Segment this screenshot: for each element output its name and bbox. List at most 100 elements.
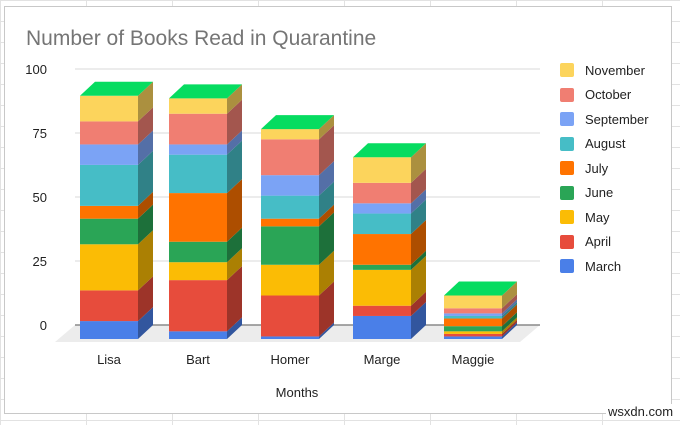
- legend-label: September: [585, 111, 649, 127]
- bar-segment-november[interactable]: [169, 98, 227, 114]
- bar-segment-march[interactable]: [444, 336, 502, 339]
- legend-swatch: [560, 136, 574, 151]
- bar-segment-october[interactable]: [261, 139, 319, 176]
- x-tick-label: Marge: [364, 352, 401, 367]
- bar-segment-may[interactable]: [169, 262, 227, 281]
- bar-homer[interactable]: [261, 115, 334, 339]
- bar-segment-july[interactable]: [444, 318, 502, 327]
- bar-segment-april[interactable]: [353, 305, 411, 316]
- bar-segment-june[interactable]: [80, 218, 138, 245]
- bar-segment-march[interactable]: [261, 336, 319, 339]
- bar-segment-march[interactable]: [353, 315, 411, 339]
- y-tick-label: 100: [25, 62, 47, 77]
- bar-segment-side: [138, 81, 153, 122]
- bar-segment-april[interactable]: [261, 295, 319, 337]
- bar-segment-june[interactable]: [353, 264, 411, 270]
- x-tick-label: Homer: [270, 352, 310, 367]
- x-tick-label: Maggie: [452, 352, 495, 367]
- bar-segment-side: [227, 130, 242, 155]
- bar-segment-july[interactable]: [169, 193, 227, 242]
- bar-segment-march[interactable]: [80, 321, 138, 339]
- bar-segment-november[interactable]: [444, 295, 502, 309]
- bar-segment-august[interactable]: [169, 154, 227, 194]
- legend-item-june[interactable]: June: [560, 181, 649, 206]
- legend-item-july[interactable]: July: [560, 156, 649, 181]
- bar-segment-march[interactable]: [169, 331, 227, 339]
- bar-segment-september[interactable]: [353, 203, 411, 214]
- bar-marge[interactable]: [353, 143, 426, 339]
- bar-segment-side: [227, 99, 242, 145]
- legend-item-october[interactable]: October: [560, 83, 649, 108]
- bar-segment-september[interactable]: [80, 144, 138, 165]
- bar-segment-side: [138, 150, 153, 206]
- legend-item-september[interactable]: September: [560, 107, 649, 132]
- bar-segment-side: [138, 230, 153, 291]
- legend-label: July: [585, 160, 609, 176]
- y-tick-label: 75: [33, 126, 47, 141]
- bar-segment-july[interactable]: [261, 218, 319, 227]
- legend-label: April: [585, 234, 612, 250]
- legend-item-august[interactable]: August: [560, 132, 649, 157]
- bar-segment-side: [502, 322, 517, 339]
- bar-top-face: [169, 84, 242, 99]
- bar-bart[interactable]: [169, 84, 242, 339]
- legend-label: May: [585, 209, 610, 225]
- bar-segment-april[interactable]: [80, 290, 138, 322]
- bar-segment-side: [319, 281, 334, 337]
- bar-segment-may[interactable]: [444, 331, 502, 334]
- bar-segment-may[interactable]: [80, 244, 138, 291]
- bar-top-face: [80, 81, 153, 96]
- bar-segment-september[interactable]: [444, 313, 502, 316]
- bar-segment-october[interactable]: [444, 308, 502, 314]
- bar-segment-august[interactable]: [444, 315, 502, 319]
- bar-segment-may[interactable]: [353, 269, 411, 306]
- bar-segment-september[interactable]: [169, 144, 227, 155]
- bar-segment-june[interactable]: [444, 326, 502, 332]
- bar-segment-side: [138, 276, 153, 322]
- legend-item-november[interactable]: November: [560, 58, 649, 83]
- bar-segment-side: [411, 255, 426, 306]
- legend-label: June: [585, 185, 614, 201]
- bar-segment-april[interactable]: [169, 280, 227, 332]
- bar-segment-side: [502, 301, 517, 319]
- x-tick-label: Bart: [186, 352, 210, 367]
- bar-segment-october[interactable]: [169, 113, 227, 145]
- bar-segment-april[interactable]: [444, 333, 502, 337]
- bar-segment-november[interactable]: [261, 129, 319, 140]
- bar-segment-side: [502, 312, 517, 332]
- bar-segment-july[interactable]: [353, 234, 411, 265]
- bar-segment-august[interactable]: [261, 195, 319, 219]
- y-tick-label: 50: [33, 190, 47, 205]
- y-tick-label: 25: [33, 254, 47, 269]
- bar-segment-side: [319, 161, 334, 196]
- legend-item-march[interactable]: March: [560, 254, 649, 279]
- bar-segment-june[interactable]: [169, 241, 227, 263]
- legend-swatch: [560, 259, 574, 274]
- bar-segment-side: [502, 299, 517, 316]
- bar-segment-june[interactable]: [261, 226, 319, 265]
- bar-segment-november[interactable]: [353, 157, 411, 183]
- bar-segment-side: [227, 317, 242, 339]
- bar-maggie[interactable]: [444, 281, 517, 339]
- bar-segment-november[interactable]: [80, 95, 138, 122]
- bar-segment-may[interactable]: [261, 264, 319, 296]
- bar-segment-august[interactable]: [353, 213, 411, 235]
- bar-segment-october[interactable]: [80, 121, 138, 145]
- bar-segment-september[interactable]: [261, 175, 319, 196]
- legend-label: November: [585, 62, 645, 78]
- legend: November October September August July June Ma…: [560, 58, 649, 279]
- bar-segment-october[interactable]: [353, 182, 411, 204]
- bar-top-face: [353, 143, 426, 158]
- bar-segment-august[interactable]: [80, 164, 138, 206]
- watermark: wsxdn.com: [606, 404, 676, 419]
- bar-segment-side: [411, 199, 426, 235]
- bar-segment-side: [319, 115, 334, 140]
- x-axis-title: Months: [276, 385, 319, 400]
- bar-lisa[interactable]: [80, 81, 153, 339]
- bar-segment-july[interactable]: [80, 205, 138, 219]
- legend-item-may[interactable]: May: [560, 205, 649, 230]
- legend-item-april[interactable]: April: [560, 230, 649, 255]
- bar-segment-side: [502, 304, 517, 327]
- legend-label: October: [585, 87, 632, 103]
- bar-segment-side: [319, 181, 334, 219]
